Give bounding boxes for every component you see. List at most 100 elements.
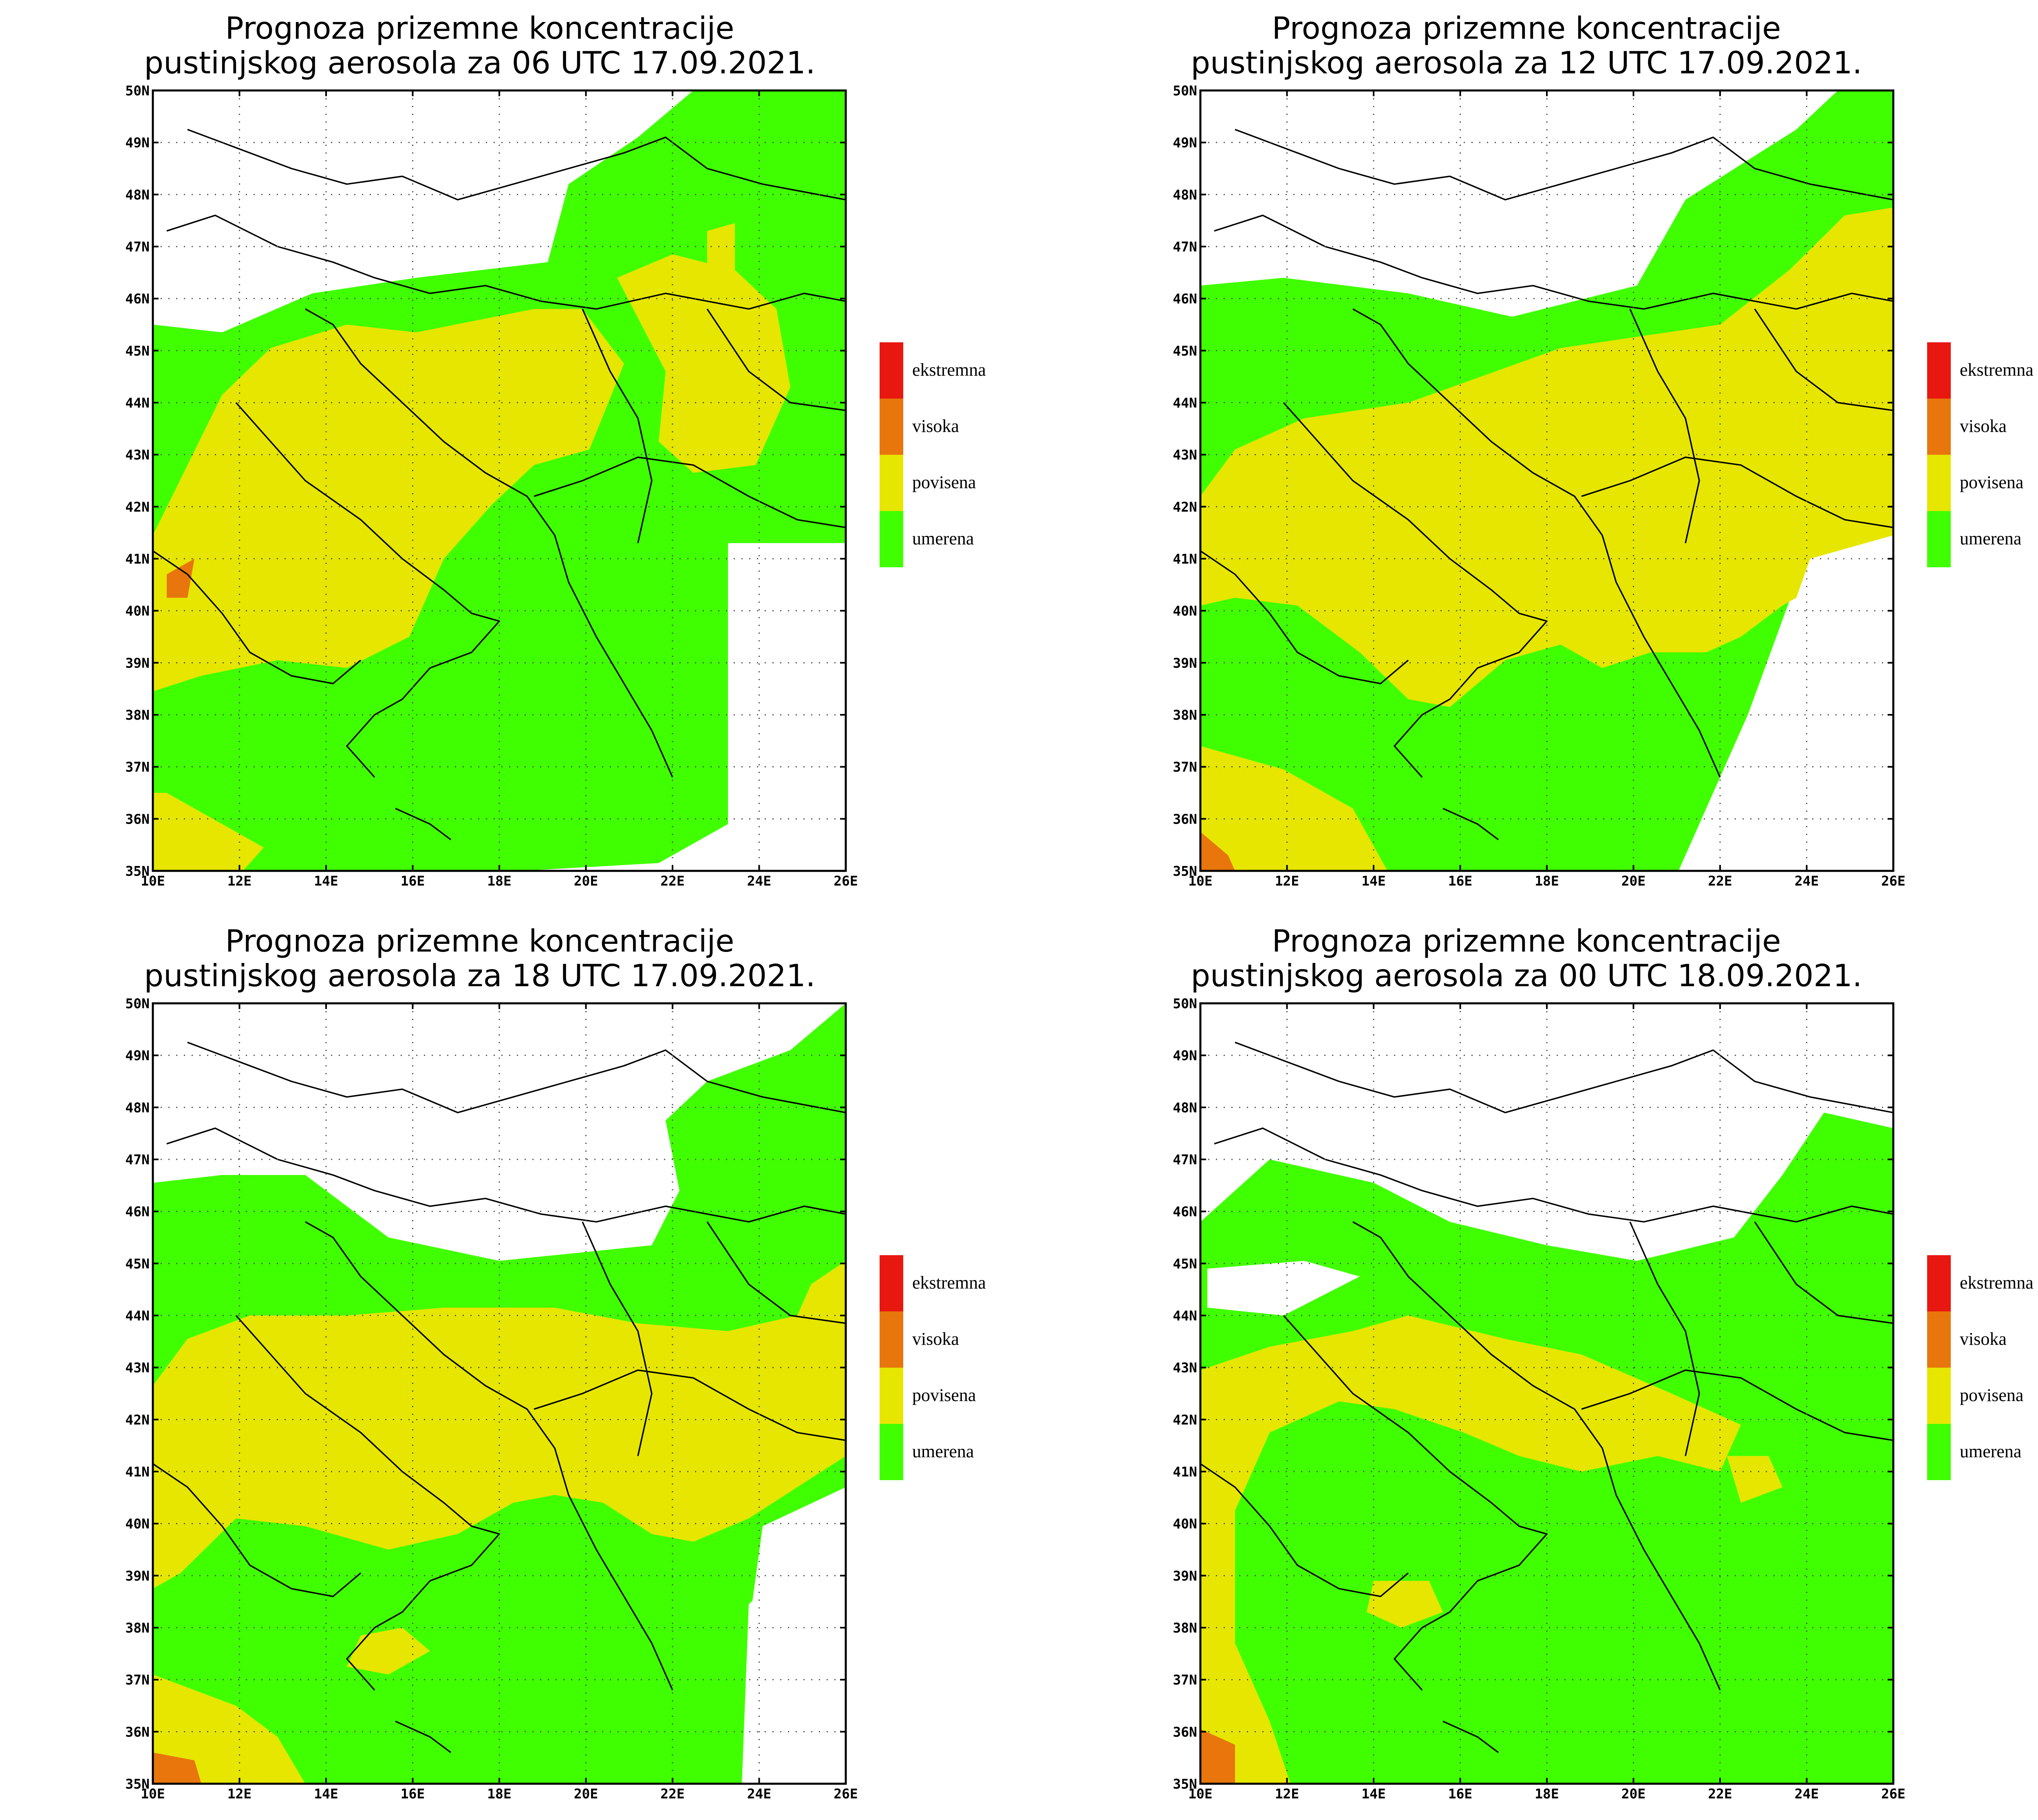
lat-tick-label: 46N <box>1173 1204 1197 1220</box>
legend-swatch-umerena <box>880 511 903 567</box>
legend-swatch-umerena <box>1927 511 1951 567</box>
region-visoka <box>153 1752 201 1784</box>
lat-tick-label: 49N <box>1173 1048 1197 1064</box>
lat-tick-label: 40N <box>1173 1516 1197 1532</box>
lon-tick-label: 16E <box>401 1786 425 1802</box>
lat-tick-label: 37N <box>1173 1672 1197 1688</box>
border-line <box>235 402 500 778</box>
lon-tick-label: 12E <box>227 1786 252 1802</box>
lon-tick-label: 26E <box>1881 1786 1906 1802</box>
lat-tick-label: 48N <box>125 1099 150 1115</box>
lat-tick-label: 43N <box>125 447 150 463</box>
border-line <box>1442 808 1499 840</box>
border-line <box>1442 1721 1499 1753</box>
lon-tick-label: 24E <box>747 873 772 889</box>
lat-tick-label: 41N <box>1173 1464 1197 1480</box>
lon-tick-label: 24E <box>1795 873 1819 889</box>
border-line <box>395 1721 452 1753</box>
legend-label-ekstremna: ekstremna <box>1960 360 2034 380</box>
lat-tick-label: 38N <box>125 707 150 723</box>
lat-tick-label: 47N <box>125 239 150 255</box>
lat-tick-label: 45N <box>125 343 150 359</box>
lon-tick-label: 10E <box>141 1786 165 1802</box>
legend-label-visoka: visoka <box>1960 416 2007 436</box>
lon-tick-label: 24E <box>1795 1786 1819 1802</box>
legend: ekstremna visoka povisena umerena <box>880 1255 986 1480</box>
border-line <box>1629 1221 1700 1456</box>
legend-label-ekstremna: ekstremna <box>912 1273 986 1293</box>
border-line <box>187 129 846 201</box>
lat-tick-label: 42N <box>125 499 150 515</box>
lat-tick-label: 36N <box>1173 1724 1197 1740</box>
legend-label-visoka: visoka <box>912 1329 959 1349</box>
region-visoka <box>167 559 194 598</box>
region-visoka <box>1200 832 1235 871</box>
legend-label-povisena: povisena <box>912 1385 976 1405</box>
lon-tick-label: 22E <box>660 1786 685 1802</box>
lat-tick-label: 43N <box>125 1360 150 1376</box>
legend-swatch-visoka <box>880 399 903 455</box>
legend-swatch-umerena <box>1927 1424 1951 1480</box>
lat-tick-label: 39N <box>125 655 150 671</box>
lat-tick-label: 38N <box>1173 1620 1197 1636</box>
border-line <box>534 1369 846 1441</box>
lat-tick-label: 44N <box>1173 1308 1197 1324</box>
lat-tick-label: 49N <box>125 135 150 151</box>
region-povisena <box>1200 1315 1741 1784</box>
border-line <box>1200 1463 1409 1597</box>
panel-title-line1: Prognoza prizemne koncentracije <box>225 10 734 46</box>
lat-tick-label: 50N <box>1173 996 1197 1011</box>
border-line <box>153 1463 362 1597</box>
border-line <box>706 1221 846 1324</box>
lat-tick-label: 50N <box>125 83 150 99</box>
legend: ekstremna visoka povisena umerena <box>1927 342 2034 567</box>
lon-tick-label: 26E <box>834 873 858 889</box>
panel-title-line1: Prognoza prizemne koncentracije <box>1272 923 1781 959</box>
region-povisena <box>347 1628 430 1675</box>
lat-tick-label: 48N <box>1173 187 1197 203</box>
border-line <box>1629 308 1700 544</box>
border-line <box>582 308 653 544</box>
lat-tick-label: 42N <box>125 1412 150 1428</box>
lat-tick-label: 49N <box>125 1048 150 1064</box>
border-line <box>1352 308 1721 778</box>
panel-p18: Prognoza prizemne koncentracijepustinjsk… <box>125 923 986 1802</box>
border-line <box>305 308 673 778</box>
lat-tick-label: 47N <box>1173 239 1197 255</box>
lat-tick-label: 46N <box>1173 291 1197 307</box>
map-area <box>153 1003 846 1784</box>
lat-tick-label: 41N <box>125 1464 150 1480</box>
lon-tick-label: 14E <box>314 1786 338 1802</box>
legend-label-povisena: povisena <box>912 472 976 492</box>
legend-swatch-ekstremna <box>880 342 903 399</box>
lat-tick-label: 45N <box>125 1256 150 1271</box>
legend-swatch-visoka <box>880 1311 903 1368</box>
legend-swatch-povisena <box>880 455 903 511</box>
legend-label-visoka: visoka <box>912 416 959 436</box>
lat-tick-label: 36N <box>125 811 150 827</box>
lon-tick-label: 26E <box>834 1786 858 1802</box>
lat-tick-label: 46N <box>125 291 150 307</box>
region-no-data <box>1207 1260 1360 1315</box>
legend-label-umerena: umerena <box>1960 1441 2021 1461</box>
lat-tick-label: 39N <box>1173 655 1197 671</box>
lat-tick-label: 37N <box>125 1672 150 1688</box>
lon-tick-label: 22E <box>660 873 685 889</box>
lat-tick-label: 45N <box>1173 1256 1197 1271</box>
region-no-data <box>1741 535 1893 871</box>
legend-label-ekstremna: ekstremna <box>912 360 986 380</box>
lat-tick-label: 43N <box>1173 447 1197 463</box>
region-povisena <box>153 793 264 871</box>
lon-tick-label: 12E <box>1275 873 1299 889</box>
lat-tick-label: 35N <box>1173 863 1197 879</box>
lat-tick-label: 45N <box>1173 343 1197 359</box>
lat-tick-label: 49N <box>1173 135 1197 151</box>
lat-tick-label: 39N <box>125 1568 150 1584</box>
lon-tick-label: 18E <box>487 873 512 889</box>
region-povisena <box>1200 746 1387 871</box>
legend-swatch-ekstremna <box>1927 342 1951 399</box>
map-area <box>1200 1003 1893 1784</box>
legend-label-povisena: povisena <box>1960 472 2023 492</box>
border-line <box>305 1221 673 1690</box>
lat-tick-label: 37N <box>1173 759 1197 775</box>
